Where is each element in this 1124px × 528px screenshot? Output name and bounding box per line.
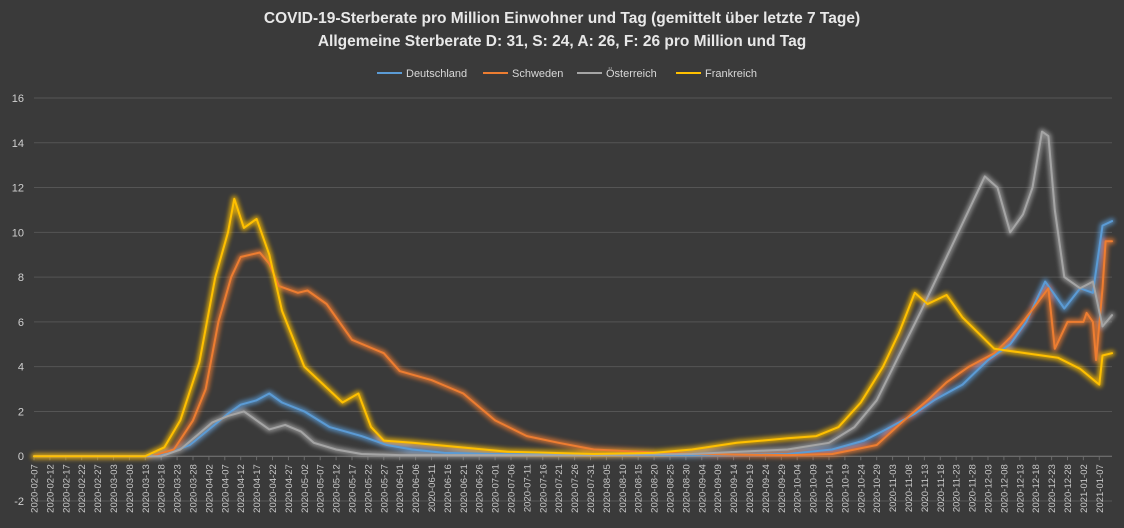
y-tick-label: 10 [12, 227, 24, 239]
x-tick-label: 2020-06-26 [475, 464, 486, 513]
legend-label: Frankreich [705, 68, 757, 80]
x-tick-label: 2020-12-28 [1063, 464, 1074, 513]
x-tick-label: 2020-05-17 [347, 464, 358, 513]
x-tick-label: 2020-10-09 [809, 464, 820, 513]
x-tick-label: 2020-09-04 [697, 464, 708, 513]
x-tick-label: 2020-12-18 [1031, 464, 1042, 513]
x-tick-label: 2020-11-18 [936, 464, 947, 512]
x-tick-label: 2020-11-13 [920, 464, 931, 512]
x-tick-label: 2020-08-30 [681, 464, 692, 513]
chart-subtitle: Allgemeine Sterberate D: 31, S: 24, A: 2… [317, 33, 807, 50]
series-line-österreich [33, 130, 1113, 458]
x-tick-label: 2020-12-13 [1015, 464, 1026, 513]
x-tick-label: 2021-01-02 [1079, 464, 1090, 513]
x-tick-label: 2020-10-04 [793, 464, 804, 513]
x-tick-label: 2020-07-01 [491, 464, 502, 513]
x-tick-label: 2020-11-08 [904, 464, 915, 512]
x-tick-label: 2020-04-12 [236, 464, 247, 513]
x-tick-label: 2020-08-15 [634, 464, 645, 513]
x-tick-label: 2020-05-12 [332, 464, 343, 513]
y-tick-label: 12 [12, 183, 24, 195]
x-tick-label: 2020-02-22 [77, 464, 88, 513]
x-tick-label: 2020-04-02 [204, 464, 215, 513]
x-tick-label: 2020-07-06 [506, 464, 517, 513]
x-tick-label: 2020-04-27 [284, 464, 295, 513]
x-tick-label: 2020-03-08 [125, 464, 136, 513]
x-tick-label: 2020-05-22 [363, 464, 374, 513]
y-tick-label: 0 [18, 451, 24, 463]
x-tick-label: 2020-10-24 [856, 464, 867, 513]
y-tick-label: 14 [12, 138, 24, 150]
x-tick-label: 2020-03-13 [141, 464, 152, 513]
chart-title: COVID-19-Sterberate pro Million Einwohne… [263, 10, 861, 27]
x-tick-label: 2020-05-07 [316, 464, 327, 513]
x-tick-label: 2020-04-22 [268, 464, 279, 513]
series-line-schweden [33, 240, 1113, 458]
x-tick-label: 2020-08-05 [602, 464, 613, 513]
x-tick-label: 2020-05-27 [379, 464, 390, 513]
y-tick-label: 16 [12, 93, 24, 105]
x-tick-label: 2020-09-19 [745, 464, 756, 513]
x-tick-label: 2020-02-17 [61, 464, 72, 513]
x-tick-label: 2020-08-20 [650, 464, 661, 513]
x-tick-label: 2020-09-09 [713, 464, 724, 513]
x-tick-label: 2020-11-03 [888, 464, 899, 512]
legend-label: Deutschland [406, 68, 467, 80]
x-tick-label: 2020-03-28 [188, 464, 199, 513]
x-tick-label: 2020-07-16 [538, 464, 549, 513]
x-tick-label: 2020-03-03 [109, 464, 120, 513]
x-tick-label: 2020-07-31 [586, 464, 597, 513]
x-tick-label: 2020-02-27 [93, 464, 104, 513]
x-tick-label: 2020-11-28 [968, 464, 979, 512]
x-tick-label: 2020-08-10 [618, 464, 629, 513]
x-tick-label: 2020-06-21 [459, 464, 470, 513]
x-tick-label: 2020-06-11 [427, 464, 438, 512]
x-tick-label: 2020-09-14 [729, 464, 740, 513]
x-tick-label: 2020-10-19 [840, 464, 851, 513]
x-tick-label: 2020-02-12 [45, 464, 56, 513]
x-tick-label: 2021-01-07 [1095, 464, 1106, 513]
x-tick-label: 2020-09-29 [777, 464, 788, 513]
y-tick-label: 8 [18, 272, 24, 284]
y-tick-label: 6 [18, 317, 24, 329]
x-tick-label: 2020-02-07 [30, 464, 41, 513]
x-tick-label: 2020-06-01 [395, 464, 406, 513]
x-tick-label: 2020-10-29 [872, 464, 883, 513]
legend-label: Österreich [606, 68, 657, 80]
x-tick-label: 2020-06-16 [443, 464, 454, 513]
y-tick-label: -2 [14, 496, 24, 508]
x-tick-label: 2020-05-02 [300, 464, 311, 513]
x-tick-label: 2020-09-24 [761, 464, 772, 513]
x-tick-label: 2020-03-18 [157, 464, 168, 513]
x-tick-label: 2020-12-08 [999, 464, 1010, 513]
x-tick-label: 2020-11-23 [952, 464, 963, 512]
x-tick-label: 2020-07-11 [522, 464, 533, 512]
series-line-frankreich [33, 197, 1113, 458]
y-tick-label: 2 [18, 406, 24, 418]
x-tick-label: 2020-12-03 [983, 464, 994, 513]
x-tick-label: 2020-10-14 [824, 464, 835, 513]
x-tick-label: 2020-06-06 [411, 464, 422, 513]
x-tick-label: 2020-04-17 [252, 464, 263, 513]
x-tick-label: 2020-12-23 [1047, 464, 1058, 513]
y-tick-label: 4 [18, 362, 24, 374]
legend-label: Schweden [512, 68, 563, 80]
x-tick-label: 2020-07-21 [554, 464, 565, 513]
x-tick-label: 2020-03-23 [173, 464, 184, 513]
x-tick-label: 2020-08-25 [665, 464, 676, 513]
series-glow-schweden [31, 238, 1115, 460]
x-tick-label: 2020-04-07 [220, 464, 231, 513]
x-tick-label: 2020-07-26 [570, 464, 581, 513]
